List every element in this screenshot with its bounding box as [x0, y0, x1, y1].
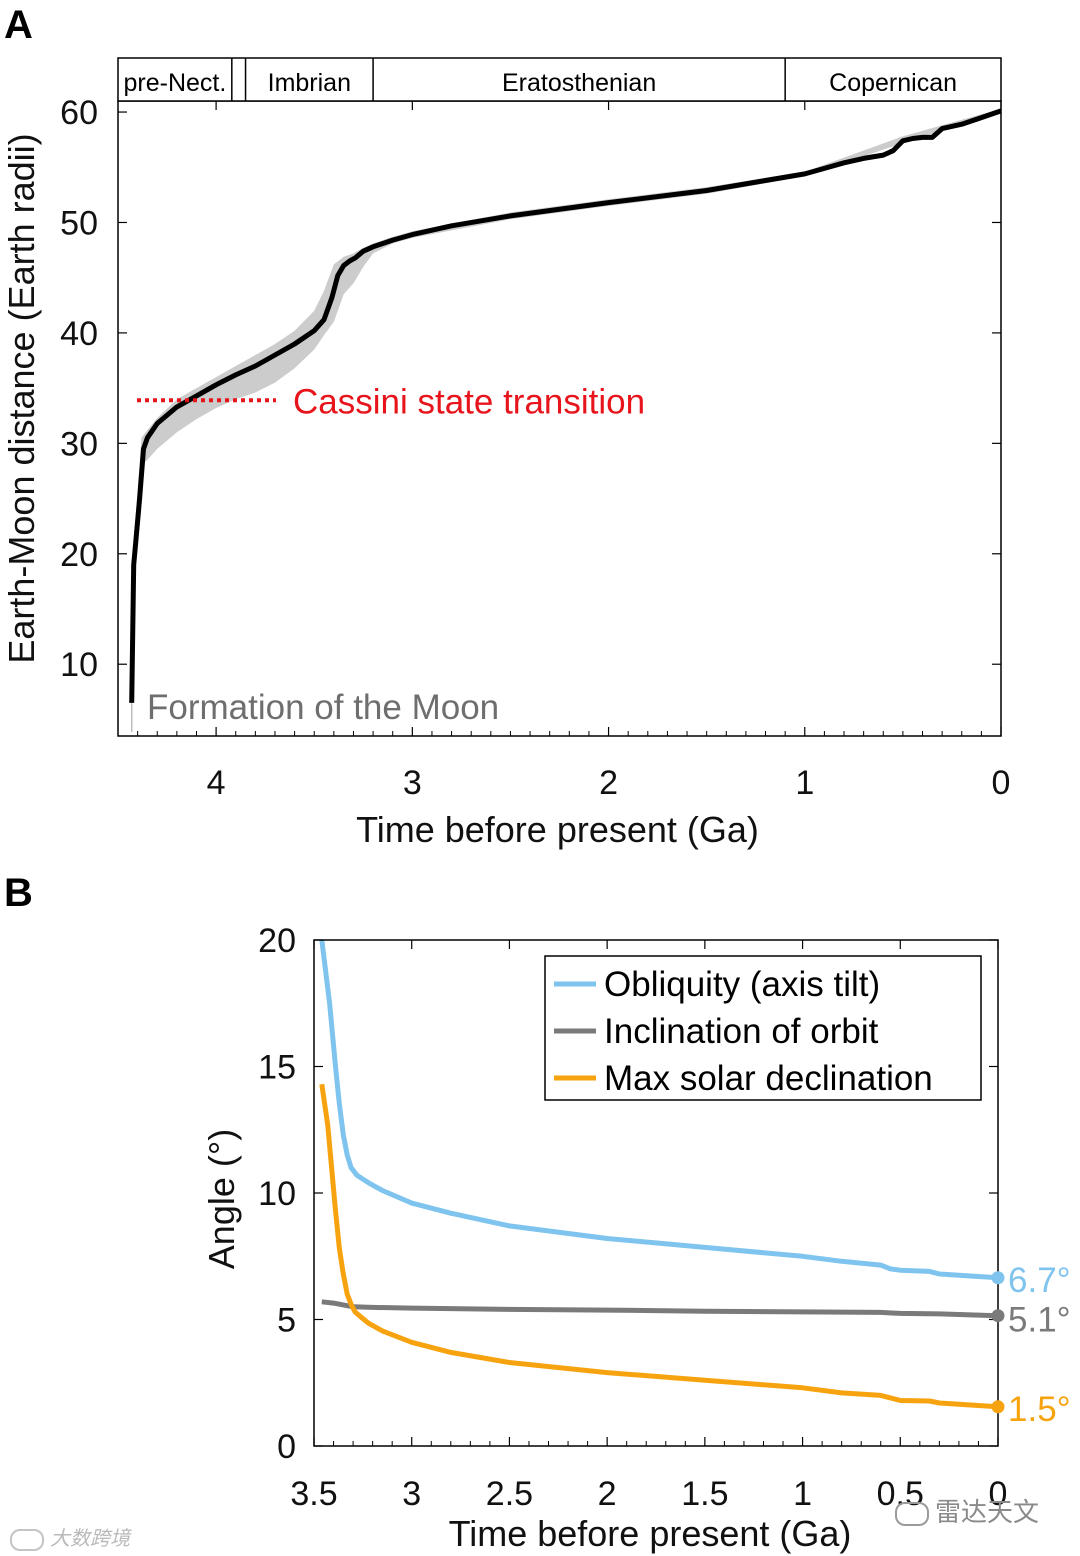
end-value-label: 1.5° — [1008, 1390, 1071, 1429]
y-tick-label: 30 — [60, 425, 98, 463]
legend: Obliquity (axis tilt) Inclination of orbi… — [544, 955, 982, 1101]
y-axis-label-a: Earth-Moon distance (Earth radii) — [1, 133, 42, 663]
y-tick-label: 5 — [277, 1302, 296, 1340]
series-layer — [129, 108, 1002, 732]
legend-entry: Obliquity (axis tilt) — [604, 965, 880, 1004]
end-value-label: 6.7° — [1008, 1261, 1071, 1300]
end-point-marker — [991, 1309, 1005, 1323]
wechat-icon — [10, 1528, 44, 1551]
y-tick-label: 40 — [60, 315, 98, 353]
panel-a-label: A — [4, 3, 33, 47]
period-label: Imbrian — [268, 69, 351, 97]
legend-box — [544, 955, 982, 1101]
x-tick-label: 3 — [402, 1475, 421, 1513]
y-tick-label: 60 — [60, 94, 98, 132]
x-tick-label: 2.5 — [486, 1475, 533, 1513]
x-tick-label: 1 — [793, 1475, 812, 1513]
x-axis-label-b: Time before present (Ga) — [449, 1513, 852, 1554]
period-bar — [117, 57, 1002, 102]
formation-label: Formation of the Moon — [147, 688, 499, 727]
y-axis-label-b: Angle (°) — [201, 1129, 242, 1269]
x-tick-label: 4 — [207, 764, 226, 802]
y-tick-label: 0 — [277, 1428, 296, 1466]
chart-a: pre-Nect. Imbrian Eratosthenian Copernican … — [1, 57, 1010, 850]
y-tick-label: 20 — [258, 922, 296, 960]
series-layer-b — [319, 939, 999, 1410]
period-label: Eratosthenian — [502, 69, 656, 97]
uncertainty-band — [133, 108, 1001, 565]
series-line-obliquity-axis-tilt — [319, 939, 999, 1281]
wechat-icon — [895, 1501, 929, 1526]
watermark-right: 雷达天文 — [895, 1492, 1039, 1529]
y-tick-label: 15 — [258, 1049, 296, 1087]
x-tick-label: 2 — [599, 764, 618, 802]
x-tick-label: 3 — [403, 764, 422, 802]
axes-a: pre-Nect. Imbrian Eratosthenian Copernican … — [60, 57, 1010, 802]
period-dividers: pre-Nect. Imbrian Eratosthenian Copernican — [123, 58, 957, 101]
period-label: Copernican — [829, 69, 957, 97]
y-tick-label: 50 — [60, 204, 98, 242]
annotations-a: Cassini state transition Formation of the… — [137, 382, 645, 727]
x-axis-label-a: Time before present (Ga) — [356, 809, 759, 850]
x-tick-label: 0 — [989, 1475, 1008, 1513]
legend-entry: Max solar declination — [604, 1059, 933, 1098]
watermark-left: 大数跨境 — [10, 1522, 130, 1551]
end-markers: 6.7°5.1° 1.5° — [991, 1261, 1071, 1429]
x-tick-label: 2 — [598, 1475, 617, 1513]
x-tick-label: 0 — [992, 764, 1011, 802]
watermark-left-text: 大数跨境 — [50, 1526, 130, 1550]
y-tick-label: 20 — [60, 536, 98, 574]
cassini-label: Cassini state transition — [293, 382, 645, 421]
series-line-earth-moon-distance — [129, 108, 1002, 703]
y-tick-label: 10 — [60, 646, 98, 684]
series-line-max-solar-declination — [319, 1083, 999, 1410]
end-value-label: 5.1° — [1008, 1301, 1071, 1340]
end-point-marker — [991, 1271, 1005, 1285]
x-tick-label: 1.5 — [681, 1475, 728, 1513]
x-tick-label: 1 — [795, 764, 814, 802]
end-point-marker — [991, 1400, 1005, 1414]
watermark-right-text: 雷达天文 — [935, 1498, 1040, 1528]
uncertainty-band-layer — [133, 108, 1001, 565]
y-tick-label: 10 — [258, 1175, 296, 1213]
series-line-inclination-of-orbit — [321, 1299, 999, 1319]
legend-entry: Inclination of orbit — [604, 1012, 879, 1051]
panel-b-label: B — [4, 871, 33, 915]
x-tick-label: 3.5 — [290, 1475, 337, 1513]
period-label: pre-Nect. — [123, 69, 226, 97]
